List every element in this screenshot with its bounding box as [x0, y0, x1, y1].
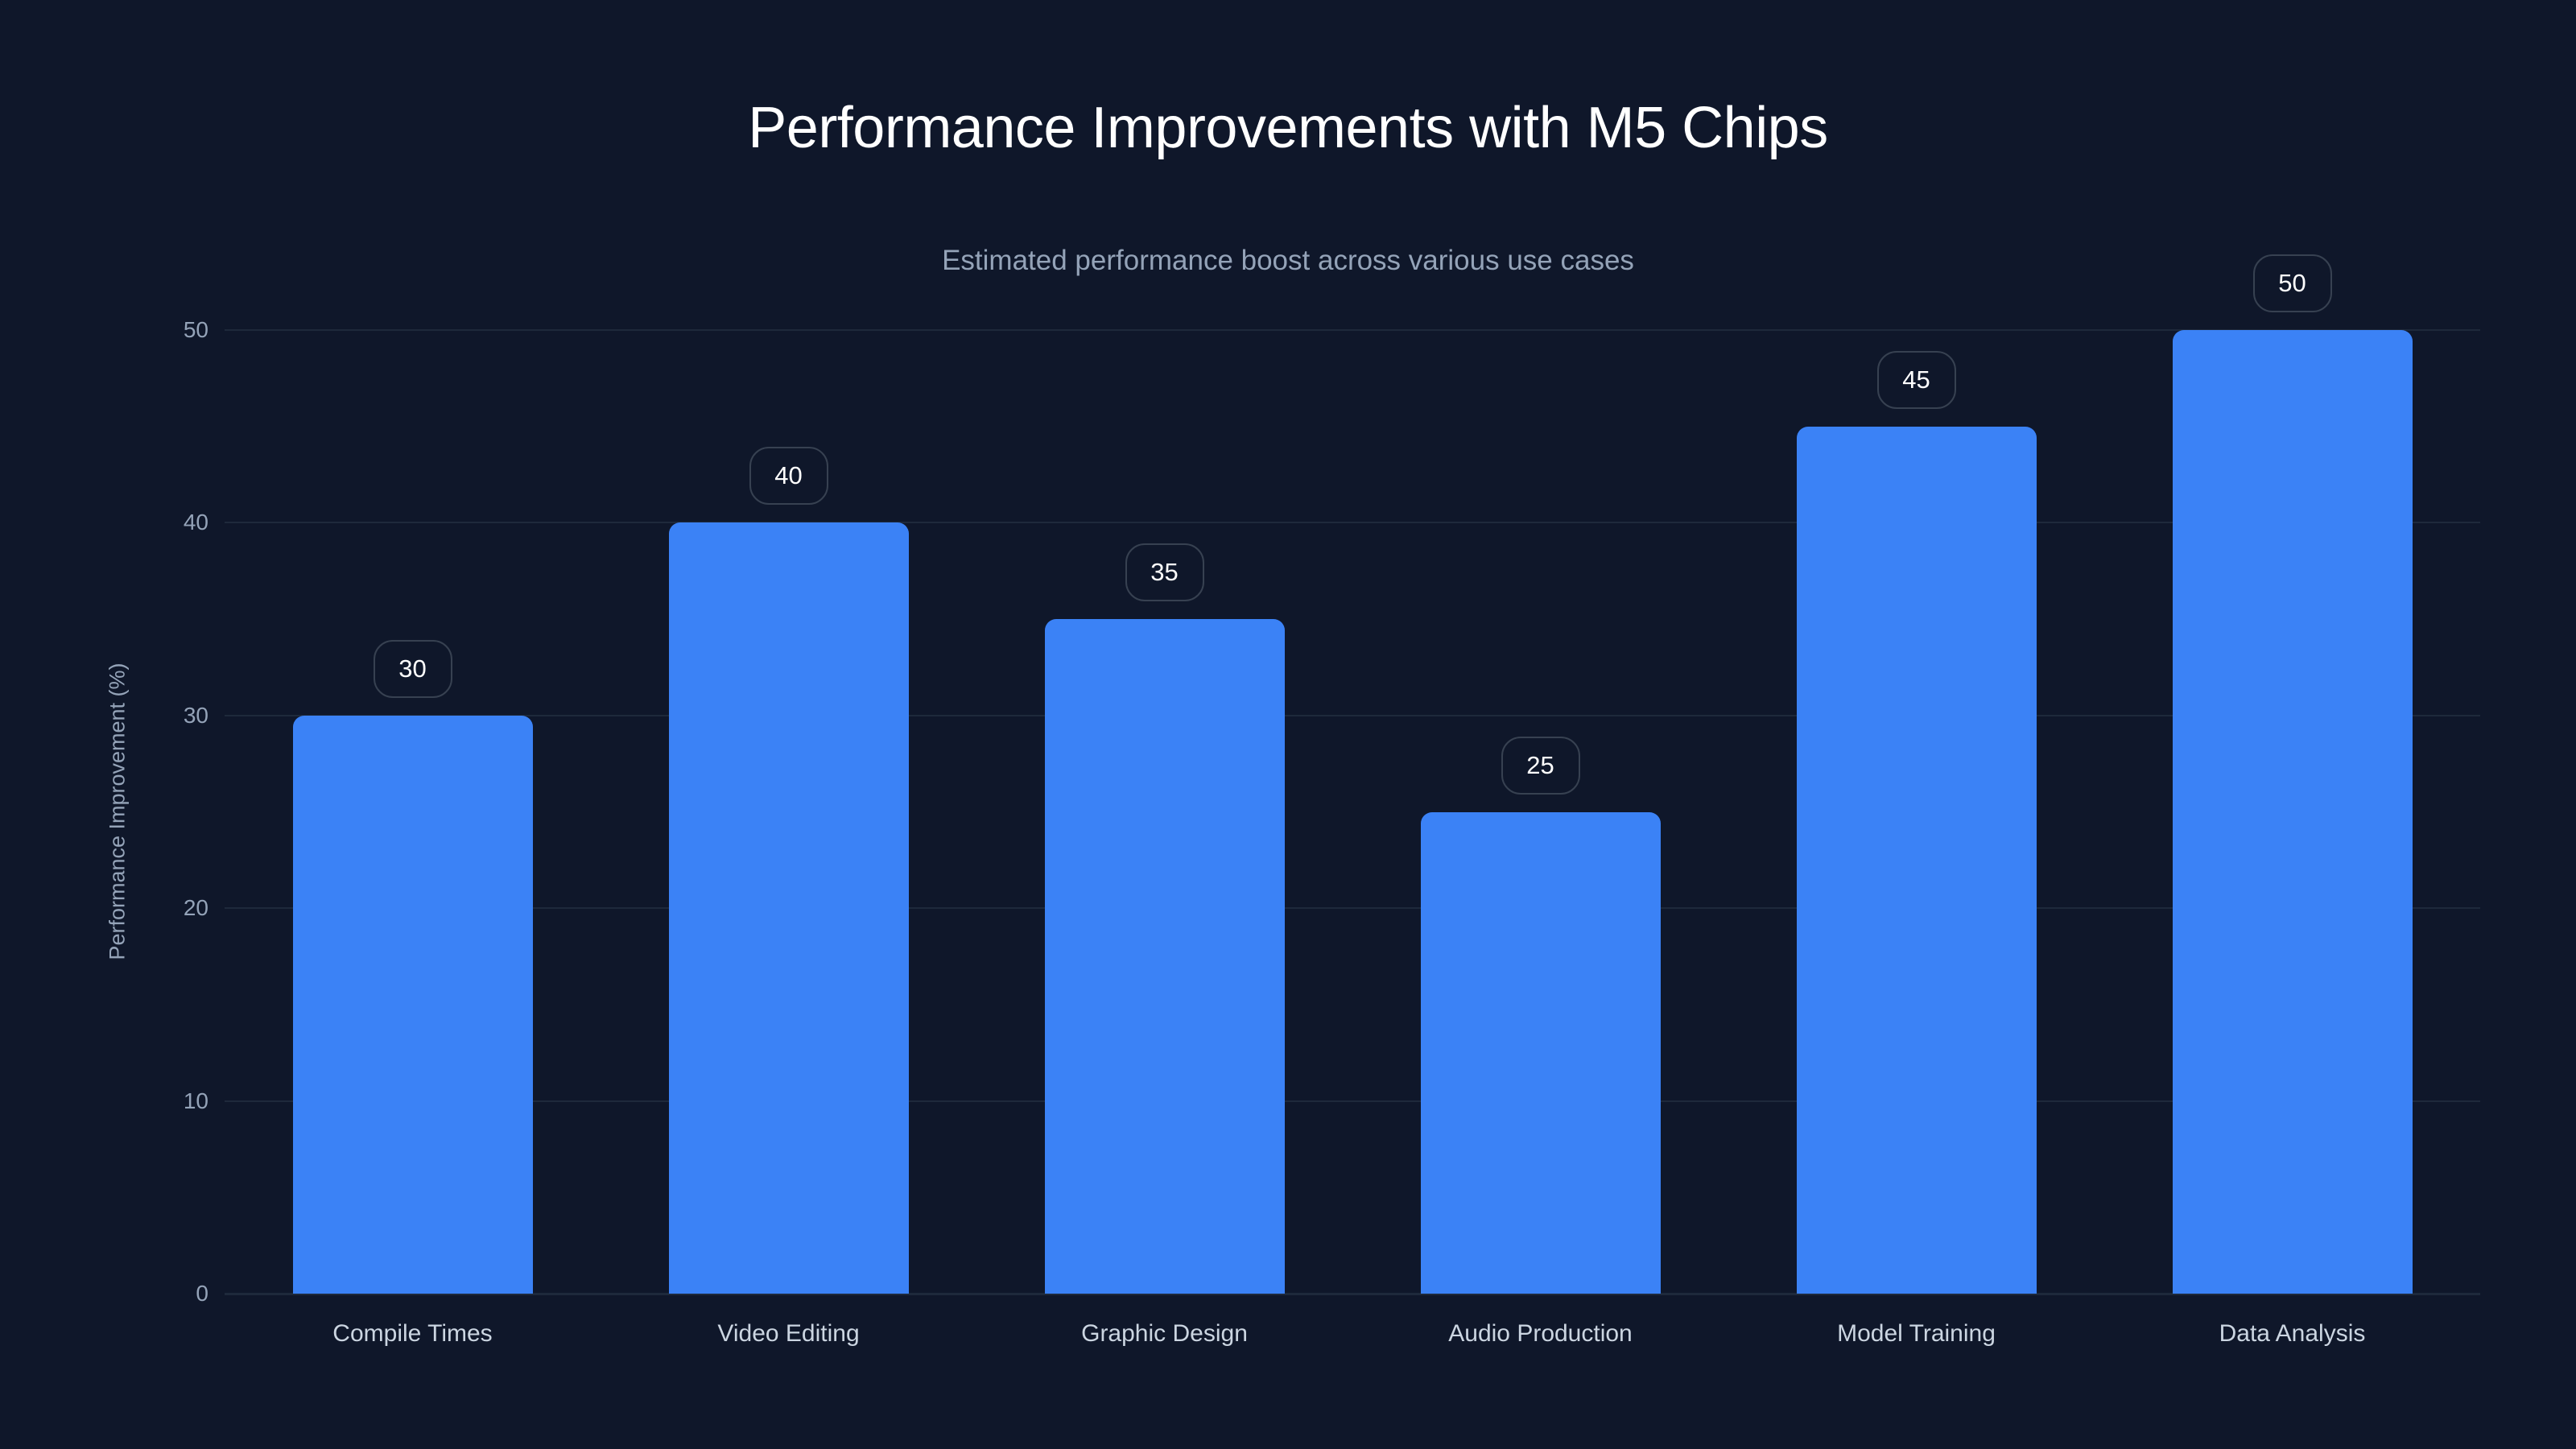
x-tick-label: Video Editing — [717, 1320, 860, 1347]
chart-title: Performance Improvements with M5 Chips — [748, 96, 1828, 160]
gridline — [225, 1100, 2480, 1102]
gridline — [225, 907, 2480, 910]
value-label: 35 — [1125, 543, 1204, 602]
bar[interactable] — [2172, 330, 2413, 1294]
plot-area: 0 10 20 30 40 50 30 Compile Times 40 Video Editin… — [184, 254, 2480, 1347]
y-tick-label: 40 — [183, 510, 208, 535]
x-tick-label: Model Training — [1837, 1320, 1996, 1347]
x-tick-label: Data Analysis — [2219, 1320, 2366, 1347]
value-label: 30 — [373, 639, 452, 698]
y-tick-label: 10 — [183, 1088, 208, 1113]
gridline — [225, 714, 2480, 716]
y-tick-label: 30 — [183, 702, 208, 728]
bar[interactable] — [668, 522, 909, 1294]
x-tick-label: Graphic Design — [1081, 1320, 1248, 1347]
bar[interactable] — [1044, 619, 1285, 1294]
bar[interactable] — [292, 715, 533, 1294]
x-tick-label: Audio Production — [1448, 1320, 1633, 1347]
bar[interactable] — [1420, 811, 1661, 1294]
gridline — [225, 522, 2480, 524]
x-tick-label: Compile Times — [332, 1320, 493, 1347]
gridline — [225, 1293, 2480, 1295]
chart-subtitle: Estimated performance boost across vario… — [942, 245, 1634, 276]
gridline — [225, 329, 2480, 331]
y-tick-label: 50 — [183, 317, 208, 342]
value-label: 45 — [1876, 350, 1956, 409]
bar[interactable] — [1796, 426, 2037, 1294]
value-label: 25 — [1501, 736, 1580, 795]
y-axis-label: Performance Improvement (%) — [105, 663, 130, 960]
value-label: 40 — [749, 447, 828, 506]
y-tick-label: 20 — [183, 895, 208, 921]
value-label: 50 — [2252, 254, 2332, 312]
y-tick-label: 0 — [196, 1281, 208, 1306]
